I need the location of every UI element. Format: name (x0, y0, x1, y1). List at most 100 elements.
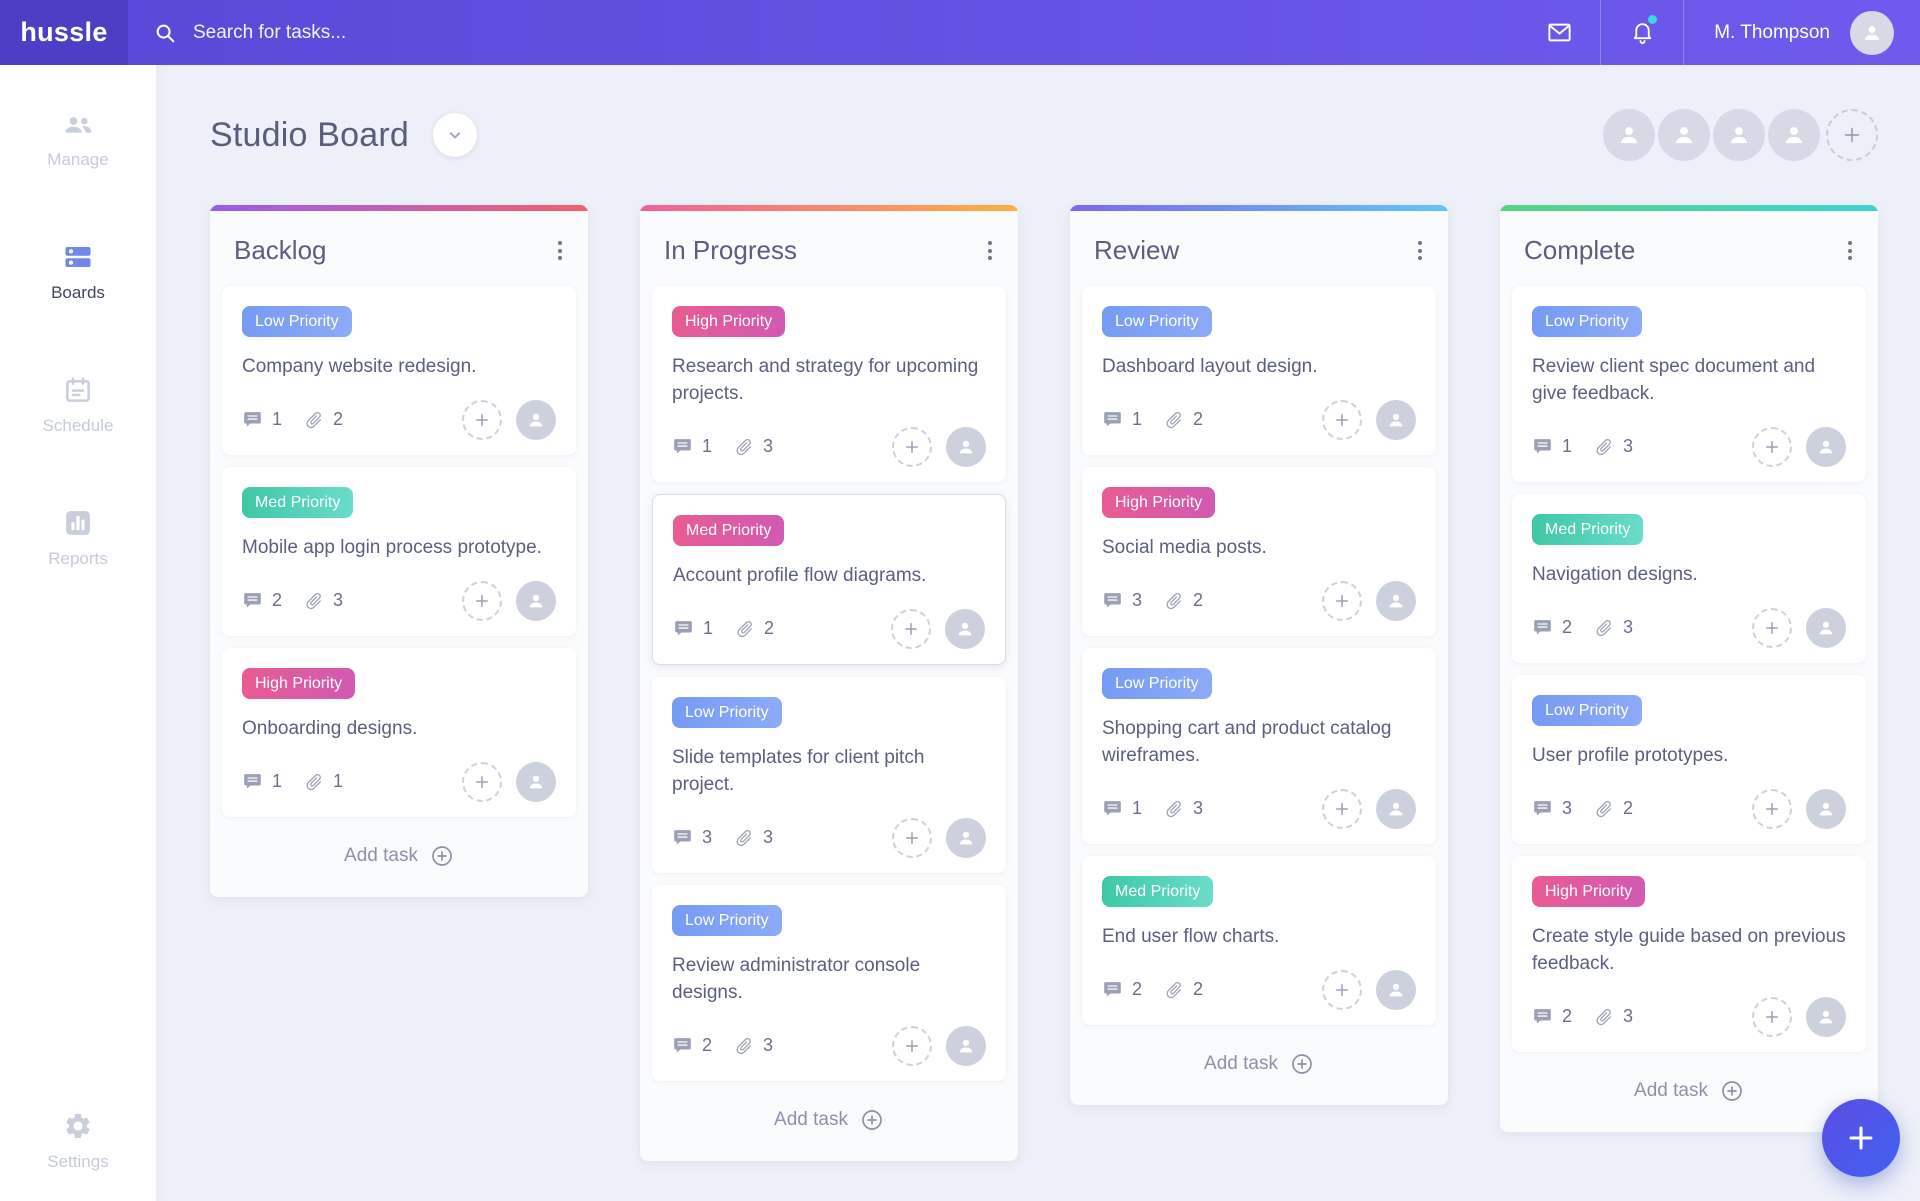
sidebar-item-manage[interactable]: Manage (0, 111, 156, 171)
task-card[interactable]: High Priority Social media posts. 3 2 (1082, 466, 1436, 636)
comment-icon (675, 621, 692, 636)
assignee-avatar[interactable] (946, 426, 986, 467)
sidebar-item-schedule[interactable]: Schedule (0, 374, 156, 437)
add-task-button[interactable]: Add task (1500, 1052, 1878, 1132)
assignee-avatar[interactable] (1806, 607, 1846, 648)
assignee-avatar[interactable] (516, 399, 556, 440)
add-task-label: Add task (1204, 1052, 1278, 1074)
column-menu-button[interactable] (1840, 235, 1860, 266)
task-card[interactable]: High Priority Create style guide based o… (1512, 855, 1866, 1052)
member-avatar[interactable] (1713, 109, 1765, 161)
person-icon (1389, 594, 1403, 608)
assign-button[interactable] (1322, 969, 1362, 1010)
column-menu-button[interactable] (980, 235, 1000, 266)
assign-button[interactable] (892, 1025, 932, 1066)
assignee-avatar[interactable] (1806, 788, 1846, 829)
attachments-count: 3 (1623, 436, 1634, 457)
attachments-count: 2 (764, 618, 775, 639)
paperclip-icon (1596, 619, 1612, 637)
task-card[interactable]: Med Priority Navigation designs. 2 3 (1512, 493, 1866, 663)
board-switcher-button[interactable] (432, 113, 477, 157)
comment-icon (1534, 801, 1551, 816)
assignee-avatar[interactable] (945, 608, 985, 649)
task-card[interactable]: Med Priority Mobile app login process pr… (222, 466, 576, 636)
assign-button[interactable] (892, 426, 932, 467)
assignee-avatar[interactable] (1806, 996, 1846, 1037)
assign-button[interactable] (1752, 607, 1792, 648)
task-card[interactable]: Med Priority End user flow charts. 2 2 (1082, 855, 1436, 1025)
plus-icon (905, 622, 917, 635)
topbar-actions: M. Thompson (1518, 0, 1920, 65)
task-card[interactable]: High Priority Research and strategy for … (652, 286, 1006, 482)
assign-button[interactable] (1322, 580, 1362, 621)
member-avatar[interactable] (1658, 109, 1710, 161)
mail-button[interactable] (1518, 0, 1600, 65)
user-menu[interactable]: M. Thompson (1684, 10, 1920, 55)
person-icon (959, 1039, 973, 1053)
notifications-button[interactable] (1601, 0, 1683, 65)
card-footer: 1 2 (1102, 399, 1416, 440)
search-input[interactable] (191, 20, 751, 45)
user-avatar[interactable] (1850, 10, 1894, 55)
assign-button[interactable] (462, 580, 502, 621)
task-card[interactable]: Low Priority Company website redesign. 1… (222, 286, 576, 455)
paperclip-icon (306, 411, 322, 429)
assign-button[interactable] (462, 399, 502, 440)
assignee-avatar[interactable] (946, 1025, 986, 1066)
bar-chart-icon (66, 511, 90, 535)
add-task-button[interactable]: Add task (1070, 1025, 1448, 1105)
assign-button[interactable] (892, 817, 932, 858)
assignee-avatar[interactable] (1376, 969, 1416, 1010)
assignee-avatar[interactable] (946, 817, 986, 858)
comment-icon (1104, 982, 1121, 997)
task-card[interactable]: Low Priority Slide templates for client … (652, 676, 1006, 873)
plus-icon (1766, 802, 1778, 815)
assign-button[interactable] (1322, 788, 1362, 829)
task-card[interactable]: High Priority Onboarding designs. 1 1 (222, 647, 576, 817)
priority-badge: Low Priority (1532, 306, 1642, 337)
column-menu-button[interactable] (550, 235, 570, 266)
add-task-button[interactable]: Add task (640, 1081, 1018, 1161)
assign-button[interactable] (462, 761, 502, 802)
priority-badge: Low Priority (242, 306, 352, 337)
comments-meta: 2 (672, 1035, 712, 1056)
assignee-avatar[interactable] (1376, 788, 1416, 829)
assignee-avatar[interactable] (1806, 426, 1846, 467)
priority-badge: High Priority (242, 667, 356, 699)
task-card[interactable]: Low Priority User profile prototypes. 3 … (1512, 674, 1866, 844)
task-card[interactable]: Med Priority Account profile flow diagra… (652, 493, 1006, 665)
assignee-avatar[interactable] (516, 580, 556, 621)
assignee-avatar[interactable] (1376, 399, 1416, 440)
add-member-button[interactable] (1826, 109, 1878, 161)
assign-button[interactable] (1322, 399, 1362, 440)
plus-icon (1336, 983, 1348, 996)
task-card[interactable]: Low Priority Review client spec document… (1512, 286, 1866, 482)
person-icon (1819, 440, 1833, 454)
comment-icon (674, 1038, 691, 1053)
member-avatar[interactable] (1603, 109, 1655, 161)
assign-button[interactable] (1752, 426, 1792, 467)
sidebar-item-settings[interactable]: Settings (0, 1110, 156, 1173)
card-footer: 2 3 (672, 1025, 986, 1066)
person-icon (1620, 127, 1638, 144)
member-avatar[interactable] (1768, 109, 1820, 161)
assignee-avatar[interactable] (516, 761, 556, 802)
task-card[interactable]: Low Priority Dashboard layout design. 1 … (1082, 286, 1436, 455)
assign-button[interactable] (1752, 788, 1792, 829)
plus-icon (906, 831, 918, 844)
card-footer: 2 2 (1102, 969, 1416, 1010)
sidebar-item-boards[interactable]: Boards (0, 241, 156, 304)
assignee-avatar[interactable] (1376, 580, 1416, 621)
create-task-fab[interactable] (1822, 1099, 1900, 1177)
task-card[interactable]: Low Priority Review administrator consol… (652, 884, 1006, 1081)
task-card[interactable]: Low Priority Shopping cart and product c… (1082, 647, 1436, 844)
add-task-button[interactable]: Add task (210, 817, 588, 897)
topbar: hussle M. Thompson (0, 0, 1920, 65)
board-page: Studio Board Backlog Low Prio (157, 65, 1920, 1201)
column-menu-button[interactable] (1410, 235, 1430, 266)
sidebar-item-reports[interactable]: Reports (0, 507, 156, 570)
task-text: Mobile app login process prototype. (242, 536, 542, 558)
assign-button[interactable] (1752, 996, 1792, 1037)
assign-button[interactable] (891, 608, 931, 649)
sidebar-item-label: Manage (47, 150, 109, 169)
